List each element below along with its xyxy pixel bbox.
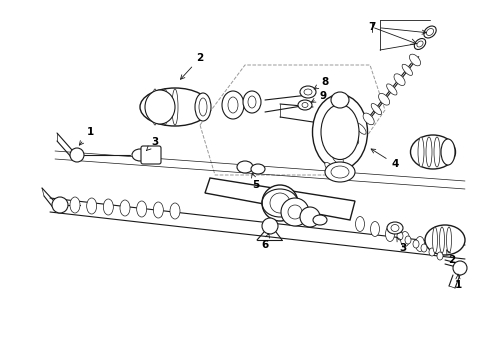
Ellipse shape <box>446 227 451 253</box>
Circle shape <box>262 185 298 221</box>
Ellipse shape <box>356 216 365 231</box>
Ellipse shape <box>248 96 256 108</box>
Ellipse shape <box>371 104 382 115</box>
Ellipse shape <box>416 237 424 252</box>
Ellipse shape <box>152 89 158 125</box>
Ellipse shape <box>411 135 456 169</box>
Text: 6: 6 <box>261 234 270 250</box>
Ellipse shape <box>153 202 163 218</box>
Ellipse shape <box>304 89 312 95</box>
Ellipse shape <box>434 137 440 167</box>
Ellipse shape <box>421 244 427 252</box>
Ellipse shape <box>298 100 312 110</box>
Circle shape <box>453 261 467 275</box>
Circle shape <box>300 207 320 227</box>
Ellipse shape <box>120 200 130 216</box>
Ellipse shape <box>172 89 178 125</box>
Ellipse shape <box>418 137 424 167</box>
Ellipse shape <box>394 74 405 85</box>
Polygon shape <box>205 178 355 220</box>
Text: 3: 3 <box>397 237 407 253</box>
Ellipse shape <box>195 93 211 121</box>
Ellipse shape <box>243 91 261 113</box>
Circle shape <box>288 205 302 219</box>
Circle shape <box>281 198 309 226</box>
Ellipse shape <box>332 152 343 164</box>
Ellipse shape <box>413 240 419 248</box>
Ellipse shape <box>387 222 403 234</box>
Text: 8: 8 <box>314 77 329 89</box>
Circle shape <box>262 218 278 234</box>
Ellipse shape <box>251 164 265 174</box>
Ellipse shape <box>87 198 97 214</box>
Ellipse shape <box>228 97 238 113</box>
Ellipse shape <box>429 248 435 256</box>
Ellipse shape <box>410 54 420 66</box>
Ellipse shape <box>424 26 436 38</box>
Ellipse shape <box>340 143 351 154</box>
Ellipse shape <box>325 162 335 174</box>
Ellipse shape <box>313 215 327 225</box>
Text: 1: 1 <box>454 274 462 290</box>
Ellipse shape <box>199 98 207 116</box>
Ellipse shape <box>321 104 359 159</box>
Ellipse shape <box>140 88 210 126</box>
Text: 3: 3 <box>147 137 159 150</box>
Ellipse shape <box>440 227 444 253</box>
Ellipse shape <box>132 149 148 161</box>
Ellipse shape <box>425 225 465 255</box>
Ellipse shape <box>331 166 349 178</box>
FancyBboxPatch shape <box>141 146 161 164</box>
Ellipse shape <box>300 86 316 98</box>
Ellipse shape <box>302 103 308 108</box>
Ellipse shape <box>162 89 168 125</box>
Ellipse shape <box>387 84 397 95</box>
Ellipse shape <box>103 199 113 215</box>
Ellipse shape <box>426 28 434 36</box>
Ellipse shape <box>370 221 379 237</box>
Circle shape <box>70 148 84 162</box>
Ellipse shape <box>405 236 411 244</box>
Ellipse shape <box>137 201 147 217</box>
Text: 2: 2 <box>446 250 456 265</box>
Ellipse shape <box>379 94 390 105</box>
Text: 5: 5 <box>251 174 260 190</box>
Ellipse shape <box>433 227 438 253</box>
Text: 1: 1 <box>79 127 94 145</box>
Text: 4: 4 <box>371 149 399 169</box>
Text: 9: 9 <box>311 91 326 102</box>
Ellipse shape <box>441 139 455 165</box>
Text: 2: 2 <box>180 53 204 79</box>
Ellipse shape <box>313 95 368 170</box>
Text: 7: 7 <box>368 22 426 34</box>
Ellipse shape <box>170 203 180 219</box>
Circle shape <box>270 193 290 213</box>
Ellipse shape <box>402 64 413 75</box>
Ellipse shape <box>145 90 175 124</box>
Ellipse shape <box>397 232 403 240</box>
Ellipse shape <box>386 226 394 242</box>
Ellipse shape <box>347 133 359 144</box>
Ellipse shape <box>325 162 355 182</box>
Ellipse shape <box>363 113 374 125</box>
Ellipse shape <box>331 92 349 108</box>
Ellipse shape <box>222 91 244 119</box>
Ellipse shape <box>70 197 80 213</box>
Ellipse shape <box>237 161 253 173</box>
Circle shape <box>52 197 68 213</box>
Ellipse shape <box>417 41 423 47</box>
Ellipse shape <box>391 225 399 231</box>
Ellipse shape <box>356 123 366 134</box>
Ellipse shape <box>415 39 426 49</box>
Ellipse shape <box>437 252 443 260</box>
Ellipse shape <box>400 231 410 247</box>
Ellipse shape <box>426 137 432 167</box>
